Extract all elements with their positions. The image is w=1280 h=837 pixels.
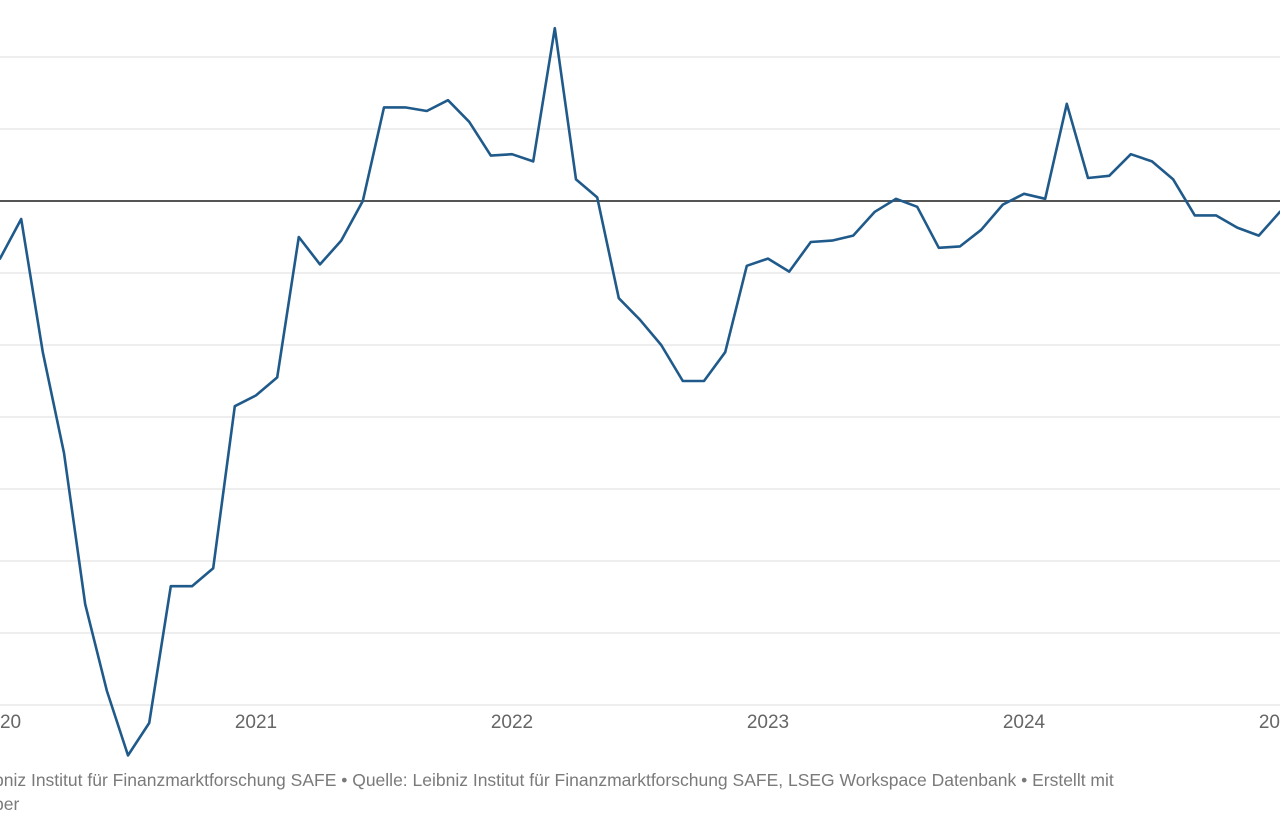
x-tick-label: 2023 [747, 712, 789, 733]
source-note-line-1: bniz Institut für Finanzmarktforschung S… [0, 770, 1114, 790]
source-note-line-2: ber [0, 794, 20, 814]
source-note: bniz Institut für Finanzmarktforschung S… [0, 768, 1280, 816]
x-tick-label: 2024 [1003, 712, 1046, 733]
x-tick-label: 2022 [491, 712, 533, 733]
x-tick-label: 2021 [235, 712, 277, 733]
series-line [0, 26, 1280, 757]
x-tick-label: 2025 [1259, 712, 1280, 733]
